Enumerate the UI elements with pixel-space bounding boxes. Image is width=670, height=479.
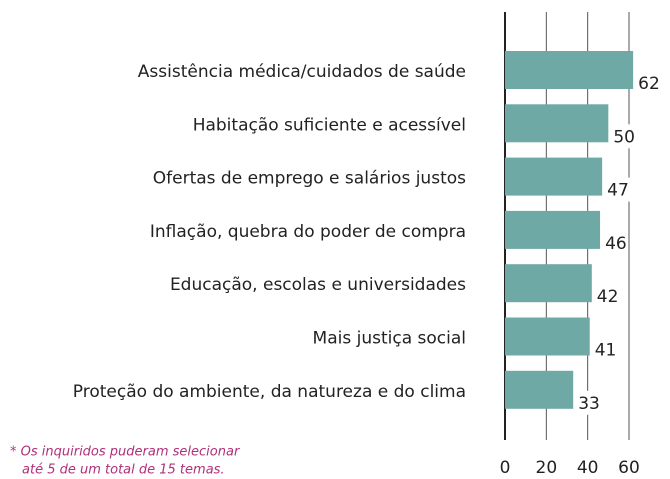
x-tick-label: 60 bbox=[618, 458, 640, 478]
category-label: Assistência médica/cuidados de saúde bbox=[138, 62, 466, 82]
value-label: 42 bbox=[597, 287, 619, 307]
bar bbox=[505, 317, 590, 356]
label-bg bbox=[575, 390, 602, 415]
x-tick-label: 0 bbox=[500, 458, 511, 478]
label-bg bbox=[593, 284, 620, 309]
footnote: até 5 de um total de 15 temas. bbox=[22, 463, 225, 478]
value-label: 33 bbox=[578, 394, 600, 414]
footnote: * Os inquiridos puderam selecionar bbox=[10, 445, 241, 460]
label-bg bbox=[604, 177, 631, 202]
bar bbox=[505, 104, 609, 143]
category-label: Mais justiça social bbox=[313, 329, 466, 349]
bar bbox=[505, 370, 574, 409]
label-bg bbox=[635, 71, 662, 95]
category-label: Ofertas de emprego e salários justos bbox=[153, 169, 466, 189]
category-label: Proteção do ambiente, da natureza e do c… bbox=[73, 382, 466, 402]
bar bbox=[505, 51, 634, 89]
value-label: 50 bbox=[613, 127, 635, 147]
value-label: 46 bbox=[605, 234, 627, 254]
bar bbox=[505, 264, 592, 303]
value-label: 62 bbox=[638, 74, 660, 94]
bar bbox=[505, 210, 601, 249]
bar bbox=[505, 157, 603, 196]
category-label: Habitação suficiente e acessível bbox=[193, 115, 466, 135]
label-bg bbox=[591, 337, 618, 362]
category-label: Educação, escolas e universidades bbox=[170, 275, 466, 295]
x-tick-label: 20 bbox=[536, 458, 558, 478]
value-label: 47 bbox=[607, 181, 629, 201]
label-bg bbox=[602, 230, 629, 255]
category-label: Inflação, quebra do poder de compra bbox=[150, 222, 466, 242]
label-bg bbox=[610, 124, 637, 149]
value-label: 41 bbox=[595, 341, 617, 361]
x-tick-label: 40 bbox=[577, 458, 599, 478]
